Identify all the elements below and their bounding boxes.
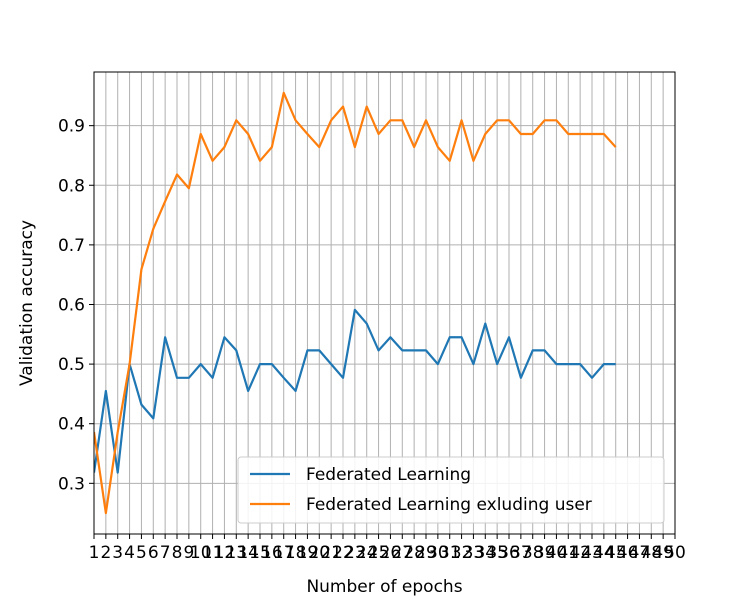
x-tick-label: 12 — [214, 543, 236, 563]
x-tick-label: 14 — [237, 543, 259, 563]
x-tick-label: 41 — [557, 543, 579, 563]
x-tick-label: 18 — [285, 543, 307, 563]
x-tick-label: 46 — [617, 543, 639, 563]
x-tick-label: 33 — [463, 543, 485, 563]
legend-box — [237, 456, 665, 524]
x-tick-label: 38 — [522, 543, 544, 563]
series-line-1 — [94, 91, 617, 515]
x-tick-label: 40 — [546, 543, 568, 563]
x-tick-label: 43 — [581, 543, 603, 563]
y-tick-label: 0.6 — [58, 295, 85, 315]
legend-label-1: Federated Learning exluding user — [306, 495, 592, 515]
plot-frame — [93, 71, 676, 535]
y-tick-label: 0.8 — [58, 176, 85, 196]
x-tick-label: 8 — [172, 543, 183, 563]
x-tick-label: 15 — [249, 543, 271, 563]
y-tick-label: 0.4 — [58, 415, 85, 435]
x-tick-label: 11 — [202, 543, 224, 563]
y-tick-label: 0.5 — [58, 355, 85, 375]
x-tick-label: 10 — [190, 543, 212, 563]
x-tick-label: 20 — [308, 543, 330, 563]
x-tick-label: 1 — [89, 543, 100, 563]
x-tick-label: 13 — [225, 543, 247, 563]
x-tick-label: 4 — [124, 543, 135, 563]
y-tick-label: 0.9 — [58, 117, 85, 137]
x-tick-label: 3 — [112, 543, 123, 563]
y-tick-label: 0.7 — [58, 236, 85, 256]
series-lines — [94, 91, 617, 515]
x-tick-label: 26 — [380, 543, 402, 563]
x-tick-label: 21 — [320, 543, 342, 563]
y-axis-label: Validation accuracy — [17, 220, 37, 386]
x-tick-label: 31 — [439, 543, 461, 563]
x-tick-label: 32 — [451, 543, 473, 563]
x-tick-label: 17 — [273, 543, 295, 563]
x-tick-label: 27 — [391, 543, 413, 563]
x-tick-label: 44 — [593, 543, 615, 563]
legend-label-0: Federated Learning — [306, 465, 471, 485]
x-tick-label: 36 — [498, 543, 520, 563]
x-tick-label: 9 — [183, 543, 194, 563]
x-axis-label: Number of epochs — [306, 577, 462, 597]
axis-ticks: 1 2 3 4 5 6 7 8 91011121314151617181920212223242… — [58, 117, 686, 563]
x-tick-label: 35 — [486, 543, 508, 563]
x-tick-label: 25 — [368, 543, 390, 563]
x-tick-label: 37 — [510, 543, 532, 563]
x-tick-label: 16 — [261, 543, 283, 563]
x-tick-label: 2 — [100, 543, 111, 563]
x-tick-label: 48 — [640, 543, 662, 563]
y-tick-label: 0.3 — [58, 474, 85, 494]
x-tick-label: 24 — [356, 543, 378, 563]
x-tick-label: 5 — [136, 543, 147, 563]
x-tick-label: 22 — [332, 543, 354, 563]
x-tick-label: 47 — [629, 543, 651, 563]
x-tick-label: 28 — [403, 543, 425, 563]
x-tick-label: 49 — [652, 543, 674, 563]
x-tick-label: 7 — [160, 543, 171, 563]
x-tick-label: 50 — [664, 543, 686, 563]
x-tick-label: 39 — [534, 543, 556, 563]
series-line-0 — [94, 308, 616, 474]
x-tick-label: 29 — [415, 543, 437, 563]
x-tick-label: 45 — [605, 543, 627, 563]
x-tick-label: 30 — [427, 543, 449, 563]
x-tick-label: 23 — [344, 543, 366, 563]
x-tick-label: 19 — [297, 543, 319, 563]
x-tick-label: 6 — [148, 543, 159, 563]
legend: Federated Learning Federated Learning exl… — [237, 456, 665, 524]
x-tick-label: 42 — [569, 543, 591, 563]
x-tick-label: 34 — [474, 543, 496, 563]
